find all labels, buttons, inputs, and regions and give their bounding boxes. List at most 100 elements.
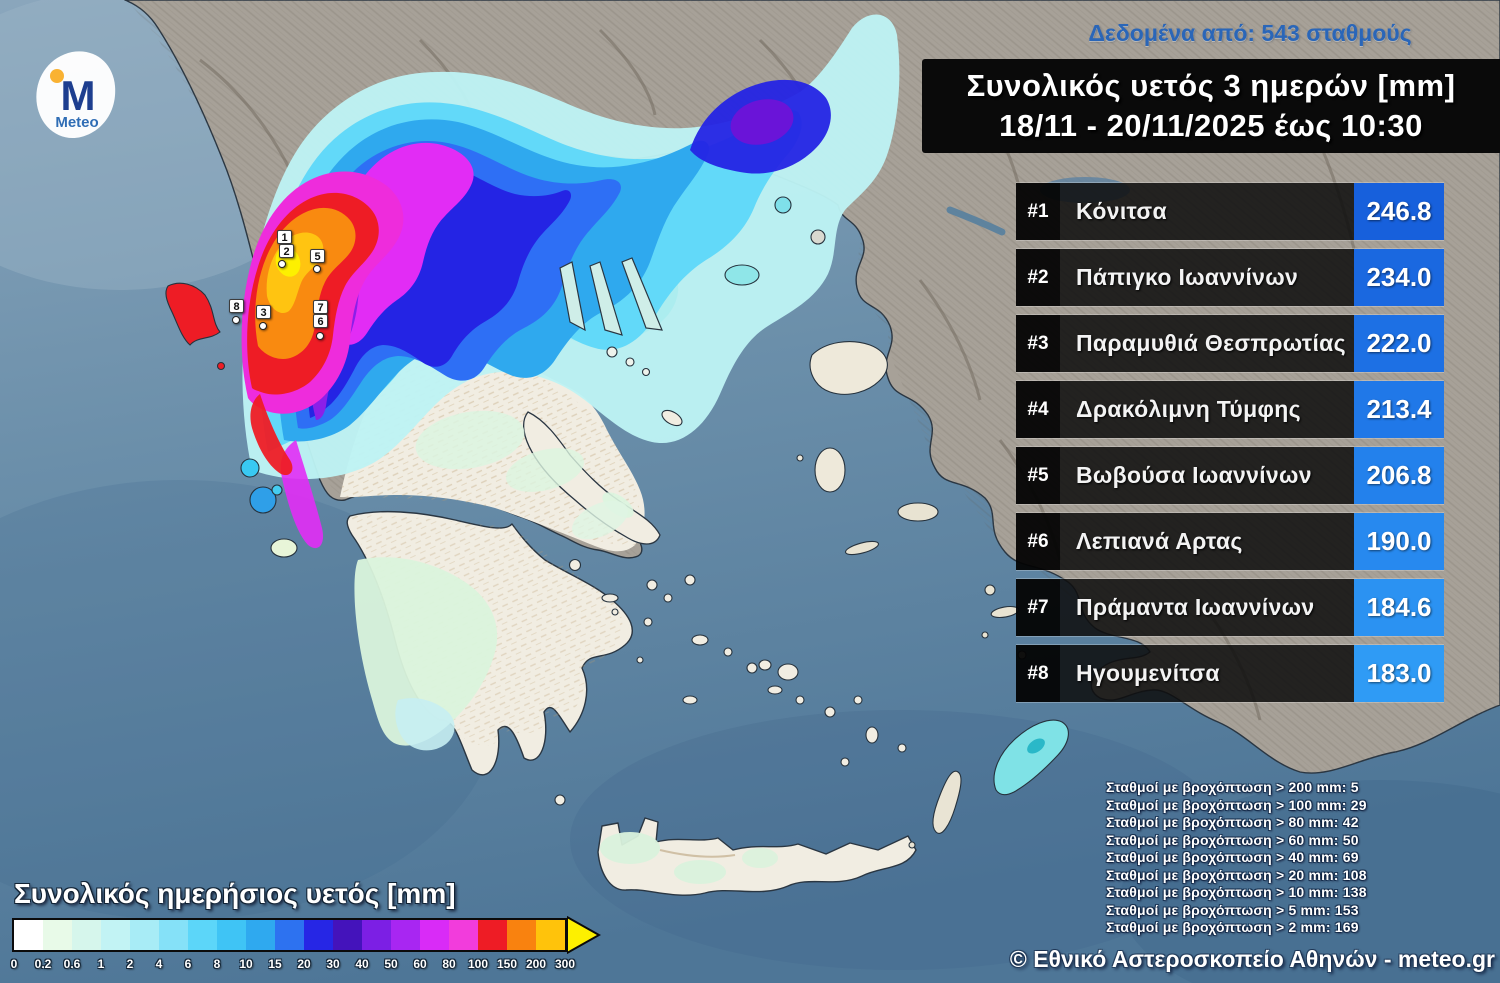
station-marker-1: 1 [277,230,292,244]
logo-wordmark: Meteo [55,114,98,131]
ranking-row: #3 Παραμυθιά Θεσπρωτίας 222.0 [1016,314,1444,373]
legend-tick-label: 0.2 [34,957,52,971]
precipitation-overlay [241,14,900,549]
stat-line: Σταθμοί με βροχόπτωση > 10 mm: 138 [1106,884,1367,900]
legend-ticks: 0 0.2 0.6 1 2 4 6 8 10 15 20 30 40 50 60 80 100 150 200 300 [10,957,612,975]
station-marker-3: 3 [256,305,271,319]
legend-color-segment [14,920,43,950]
station-marker-5: 5 [310,249,325,263]
logo-letter: M [61,72,96,119]
station-dot [316,332,324,340]
legend-tick-label: 0 [10,957,18,971]
station-value: 234.0 [1354,249,1444,306]
legend-color-segment [130,920,159,950]
legend-tick-label: 10 [239,957,253,971]
legend-color-segment [217,920,246,950]
land-peloponnese [346,510,633,776]
legend-color-segment [101,920,130,950]
legend-color-segment [362,920,391,950]
station-dot [278,260,286,268]
station-name: Πάπιγκο Ιωαννίνων [1060,249,1354,306]
stat-line: Σταθμοί με βροχόπτωση > 200 mm: 5 [1106,779,1359,795]
legend-tick-label: 200 [525,957,547,971]
stat-line: Σταθμοί με βροχόπτωση > 80 mm: 42 [1106,814,1359,830]
legend-tick-label: 1 [97,957,105,971]
legend-tick-label: 80 [442,957,456,971]
legend-color-segment [333,920,362,950]
ranking-row: #7 Πράμαντα Ιωαννίνων 184.6 [1016,578,1444,637]
legend-color-segment [507,920,536,950]
ranking-row: #6 Λεπιανά Αρτας 190.0 [1016,512,1444,571]
legend-tick-label: 40 [355,957,369,971]
islands [165,196,1069,849]
station-value: 213.4 [1354,381,1444,438]
legend-title: Συνολικός ημερήσιος υετός [mm] [14,878,456,909]
station-value: 184.6 [1354,579,1444,636]
legend-colorbar-segments [12,918,567,952]
legend: Συνολικός ημερήσιος υετός [mm] 0 0.2 0.6 1 2… [10,878,612,975]
legend-tick-label: 50 [384,957,398,971]
legend-colorbar [12,916,612,954]
legend-color-segment [72,920,101,950]
legend-tick-label: 300 [554,957,576,971]
legend-color-segment [159,920,188,950]
title-box: Συνολικός υετός 3 ημερών [mm] 18/11 - 20… [922,59,1500,153]
logo-sun-icon [50,69,64,83]
legend-color-segment [478,920,507,950]
ranking-row: #2 Πάπιγκο Ιωαννίνων 234.0 [1016,248,1444,307]
legend-color-segment [275,920,304,950]
legend-tick-label: 8 [213,957,221,971]
station-marker-7: 7 [313,300,328,314]
stat-line: Σταθμοί με βροχόπτωση > 20 mm: 108 [1106,866,1367,883]
station-dot [232,316,240,324]
legend-tick-label: 0.6 [63,957,81,971]
legend-color-segment [536,920,565,950]
stat-line: Σταθμοί με βροχόπτωση > 2 mm: 169 [1106,919,1359,935]
stat-line: Σταθμοί με βροχόπτωση > 100 mm: 29 [1106,796,1367,813]
station-value: 206.8 [1354,447,1444,504]
station-value: 246.8 [1354,183,1444,240]
legend-tick-label: 6 [184,957,192,971]
legend-color-segment [246,920,275,950]
legend-tick-label: 100 [467,957,489,971]
station-name: Λεπιανά Αρτας [1060,513,1354,570]
legend-tick-label: 60 [413,957,427,971]
rank-badge: #3 [1016,315,1060,372]
station-value: 183.0 [1354,645,1444,702]
legend-color-segment [43,920,72,950]
land-crete [597,817,917,896]
station-dot [259,322,267,330]
station-value: 222.0 [1354,315,1444,372]
map-period: 18/11 - 20/11/2025 έως 10:30 [999,108,1423,143]
legend-tick-label: 4 [155,957,163,971]
station-name: Δρακόλιμνη Τύμφης [1060,381,1354,438]
rank-badge: #8 [1016,645,1060,702]
legend-tick-label: 20 [297,957,311,971]
rank-badge: #2 [1016,249,1060,306]
legend-color-segment [188,920,217,950]
rank-badge: #1 [1016,183,1060,240]
legend-tick-label: 150 [496,957,518,971]
legend-arrow [567,916,601,954]
ranking-row: #4 Δρακόλιμνη Τύμφης 213.4 [1016,380,1444,439]
station-name: Πράμαντα Ιωαννίνων [1060,579,1354,636]
station-name: Βωβούσα Ιωαννίνων [1060,447,1354,504]
legend-tick-label: 15 [268,957,282,971]
ranking-table: #1 Κόνιτσα 246.8 #2 Πάπιγκο Ιωαννίνων 234.0 #3… [1016,182,1444,710]
station-name: Ηγουμενίτσα [1060,645,1354,702]
station-marker-2: 2 [279,244,294,258]
stats-list: Σταθμοί με βροχόπτωση > 200 mm: 5 Σταθμοί… [1106,779,1367,937]
station-name: Παραμυθιά Θεσπρωτίας [1060,315,1354,372]
legend-tick-label: 2 [126,957,134,971]
land-chalkidiki [559,257,663,336]
rank-badge: #6 [1016,513,1060,570]
legend-tick-label: 30 [326,957,340,971]
stat-line: Σταθμοί με βροχόπτωση > 5 mm: 153 [1106,901,1359,918]
station-name: Κόνιτσα [1060,183,1354,240]
stat-line: Σταθμοί με βροχόπτωση > 60 mm: 50 [1106,831,1359,848]
stat-line: Σταθμοί με βροχόπτωση > 40 mm: 69 [1106,849,1359,865]
ranking-row: #8 Ηγουμενίτσα 183.0 [1016,644,1444,703]
station-value: 190.0 [1354,513,1444,570]
rank-badge: #5 [1016,447,1060,504]
